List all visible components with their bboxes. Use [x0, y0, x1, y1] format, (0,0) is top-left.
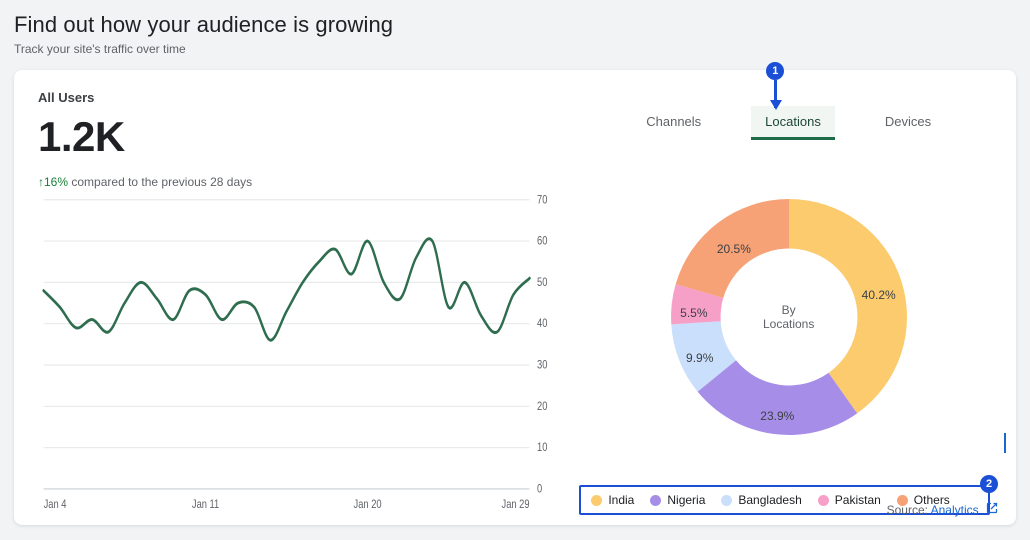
slice-label-others: 20.5% [717, 242, 751, 256]
svg-text:20: 20 [537, 400, 547, 413]
source-prefix: Source: [887, 503, 928, 517]
legend-label: Pakistan [835, 493, 881, 507]
legend-swatch [650, 495, 661, 506]
metric-value: 1.2K [38, 113, 561, 161]
trend-pct: 16% [44, 175, 68, 189]
analytics-card: All Users 1.2K ↑16% compared to the prev… [14, 70, 1016, 525]
locations-donut-chart: By Locations 40.2% 23.9% 9.9% 5.5% 20.5% [579, 148, 998, 485]
svg-text:40: 40 [537, 317, 547, 330]
audience-panel: All Users 1.2K ↑16% compared to the prev… [38, 90, 561, 515]
svg-text:30: 30 [537, 359, 547, 372]
svg-text:50: 50 [537, 276, 547, 289]
external-link-icon[interactable] [986, 503, 998, 517]
text-cursor [1004, 433, 1006, 453]
annotation-badge-1: 1 [766, 62, 784, 80]
trend-text: compared to the previous 28 days [71, 175, 252, 189]
svg-text:Jan 4: Jan 4 [44, 498, 67, 511]
legend-item-india: India [591, 493, 634, 507]
svg-text:60: 60 [537, 235, 547, 248]
svg-text:10: 10 [537, 441, 547, 454]
legend-swatch [818, 495, 829, 506]
svg-text:Jan 11: Jan 11 [192, 498, 219, 511]
annotation-arrow-1 [774, 80, 777, 108]
legend-swatch [591, 495, 602, 506]
legend-item-pakistan: Pakistan [818, 493, 881, 507]
svg-text:Jan 29: Jan 29 [502, 498, 530, 511]
traffic-line-chart: 0 10 20 30 40 50 60 70 Jan 4 Jan 11 Jan 20 Jan 29 [38, 195, 561, 515]
legend-swatch [721, 495, 732, 506]
legend-item-nigeria: Nigeria [650, 493, 705, 507]
legend-item-bangladesh: Bangladesh [721, 493, 801, 507]
tab-devices[interactable]: Devices [871, 106, 945, 140]
donut-center-label: By Locations [763, 303, 814, 331]
legend-label: Bangladesh [738, 493, 801, 507]
legend-label: India [608, 493, 634, 507]
annotation-badge-2: 2 [980, 475, 998, 493]
source-line: Source: Analytics [887, 502, 998, 517]
slice-label-bangladesh: 9.9% [686, 351, 713, 365]
page-subtitle: Track your site's traffic over time [14, 42, 1016, 56]
svg-text:Jan 20: Jan 20 [354, 498, 382, 511]
tab-channels[interactable]: Channels [632, 106, 715, 140]
legend-label: Nigeria [667, 493, 705, 507]
svg-text:70: 70 [537, 195, 547, 207]
metric-trend: ↑16% compared to the previous 28 days [38, 175, 561, 189]
slice-label-pakistan: 5.5% [680, 306, 707, 320]
breakdown-tabs: Channels Locations Devices [579, 106, 998, 140]
slice-label-india: 40.2% [862, 288, 896, 302]
source-link[interactable]: Analytics [931, 503, 979, 517]
page-title: Find out how your audience is growing [14, 12, 1016, 38]
breakdown-panel: 1 ChannelsLocationsDevices By Locations … [579, 90, 998, 515]
tab-locations[interactable]: Locations [751, 106, 835, 140]
donut-center-bottom: Locations [763, 317, 814, 331]
slice-label-nigeria: 23.9% [760, 409, 794, 423]
metric-label: All Users [38, 90, 561, 105]
donut-center-top: By [782, 303, 796, 317]
svg-text:0: 0 [537, 482, 542, 495]
